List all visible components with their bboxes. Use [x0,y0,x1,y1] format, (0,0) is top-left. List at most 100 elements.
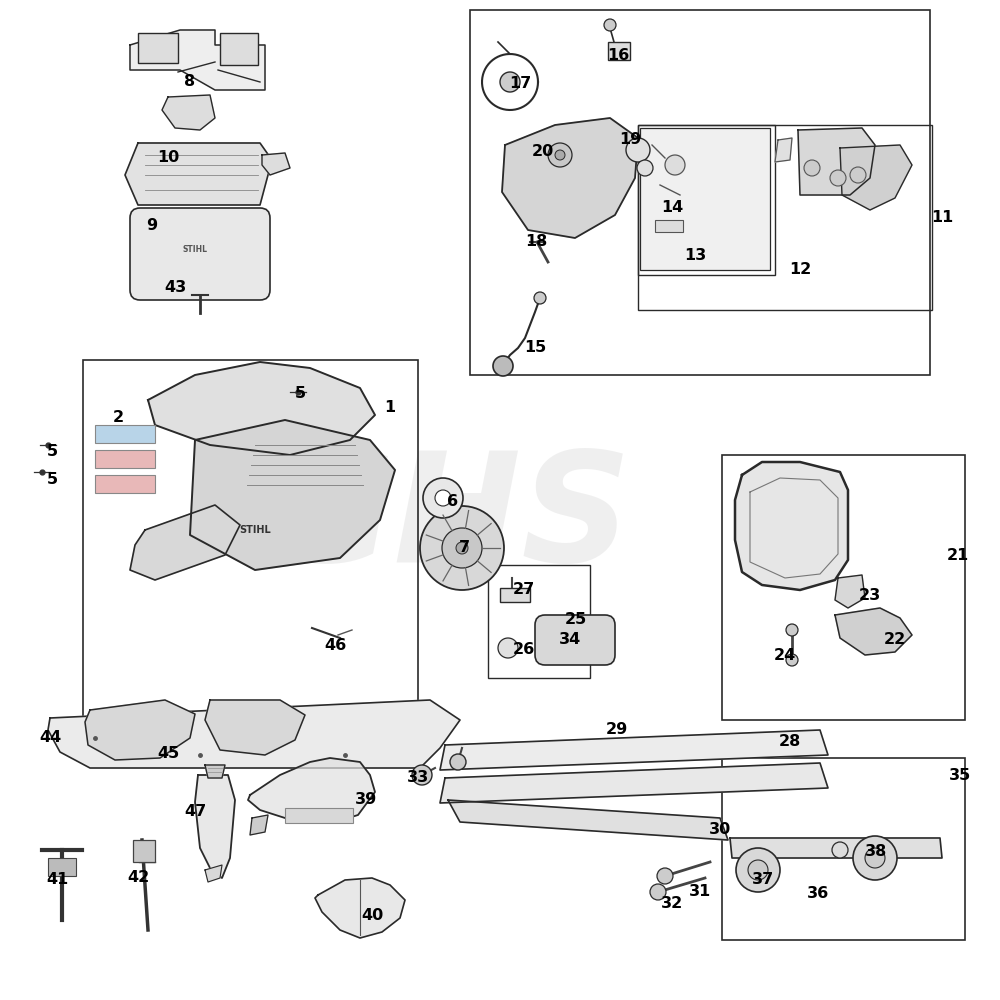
Circle shape [865,848,885,868]
Circle shape [786,624,798,636]
Text: 19: 19 [619,132,641,147]
Circle shape [534,292,546,304]
Circle shape [850,167,866,183]
Circle shape [748,860,768,880]
Text: GHS: GHS [268,446,632,594]
Text: 36: 36 [807,886,829,900]
Circle shape [412,765,432,785]
Bar [95,450,155,468]
Text: 25: 25 [565,612,587,628]
Text: 5: 5 [46,473,58,488]
Polygon shape [798,128,875,195]
Text: 35: 35 [949,768,971,784]
Circle shape [650,884,666,900]
Circle shape [626,138,650,162]
Circle shape [498,638,518,658]
Bar [133,840,155,862]
Bar [500,588,530,602]
Circle shape [442,528,482,568]
Polygon shape [440,763,828,803]
Polygon shape [195,775,235,878]
Bar [488,565,590,678]
Text: 5: 5 [46,444,58,460]
Text: 42: 42 [127,870,149,886]
Bar [722,758,965,940]
Circle shape [456,542,468,554]
Text: 16: 16 [607,47,629,62]
Text: 20: 20 [532,144,554,159]
Text: 26: 26 [513,643,535,658]
Polygon shape [840,145,912,210]
Bar [638,125,932,310]
Polygon shape [835,575,865,608]
Circle shape [604,19,616,31]
Text: 21: 21 [947,548,969,562]
Text: 44: 44 [39,730,61,746]
Bar [470,10,930,375]
Text: 2: 2 [112,410,124,426]
Text: 7: 7 [458,540,470,556]
Text: 8: 8 [184,75,196,90]
Text: 46: 46 [324,638,346,652]
Circle shape [435,490,451,506]
Text: 47: 47 [184,804,206,820]
Polygon shape [250,815,268,835]
Polygon shape [205,765,225,778]
Text: 30: 30 [709,822,731,838]
Text: 10: 10 [157,149,179,164]
Bar [138,33,178,63]
Bar [48,858,76,876]
Text: 29: 29 [606,722,628,738]
Polygon shape [162,95,215,130]
FancyBboxPatch shape [130,208,270,300]
Circle shape [786,654,798,666]
Text: 23: 23 [859,587,881,602]
Circle shape [657,868,673,884]
Bar [220,33,258,65]
Circle shape [804,160,820,176]
Circle shape [548,143,572,167]
FancyBboxPatch shape [535,615,615,665]
Polygon shape [775,138,792,162]
Bar [655,220,683,232]
Text: 14: 14 [661,200,683,216]
Polygon shape [730,838,942,858]
Circle shape [853,836,897,880]
Circle shape [736,848,780,892]
Circle shape [500,72,520,92]
Polygon shape [205,865,222,882]
Polygon shape [205,700,305,755]
Circle shape [665,155,685,175]
Text: STIHL: STIHL [182,245,208,254]
Bar [83,360,418,730]
Polygon shape [48,700,460,768]
Bar [640,128,770,270]
Polygon shape [148,362,375,455]
Polygon shape [248,758,375,822]
Polygon shape [262,153,290,175]
Bar [722,455,965,720]
Text: 5: 5 [294,386,306,401]
Circle shape [830,170,846,186]
Text: 17: 17 [509,76,531,91]
Polygon shape [315,878,405,938]
Circle shape [493,356,513,376]
Bar [95,425,155,443]
Text: 31: 31 [689,884,711,900]
Text: 13: 13 [684,247,706,262]
Polygon shape [440,730,828,770]
Text: 6: 6 [447,494,459,510]
Text: 32: 32 [661,896,683,912]
Circle shape [450,754,466,770]
Polygon shape [130,30,265,90]
Text: 41: 41 [46,872,68,888]
Polygon shape [448,800,728,840]
Polygon shape [190,420,395,570]
Text: STIHL: STIHL [239,525,271,535]
Text: 45: 45 [157,746,179,762]
Text: 34: 34 [559,633,581,648]
Text: 9: 9 [146,218,158,232]
Circle shape [637,160,653,176]
Bar [95,475,155,493]
Polygon shape [85,700,195,760]
